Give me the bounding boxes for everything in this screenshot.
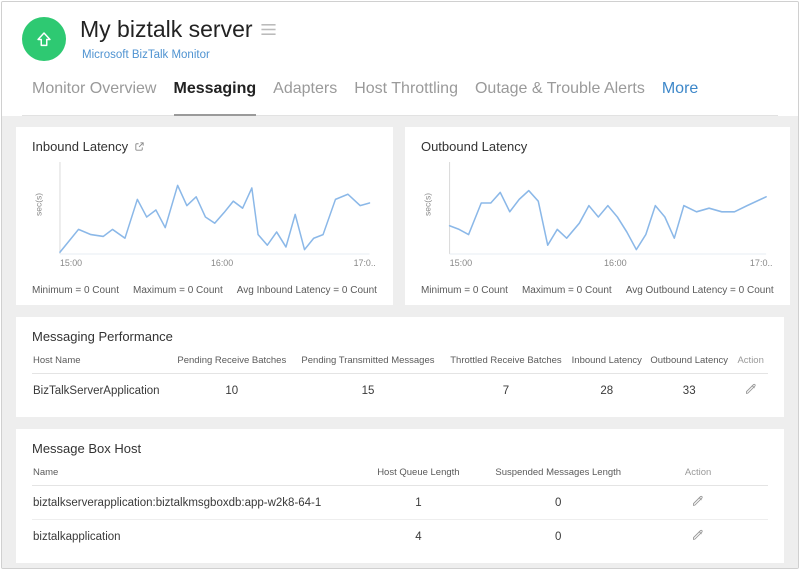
svg-text:15:00: 15:00 bbox=[450, 258, 473, 268]
svg-text:15:00: 15:00 bbox=[60, 258, 82, 268]
svg-text:16:00: 16:00 bbox=[211, 258, 233, 268]
svg-text:17:0..: 17:0.. bbox=[750, 258, 773, 268]
svg-text:sec(s): sec(s) bbox=[423, 193, 433, 216]
svg-text:sec(s): sec(s) bbox=[35, 193, 44, 216]
svg-text:17:0..: 17:0.. bbox=[354, 258, 376, 268]
svg-text:16:00: 16:00 bbox=[604, 258, 627, 268]
